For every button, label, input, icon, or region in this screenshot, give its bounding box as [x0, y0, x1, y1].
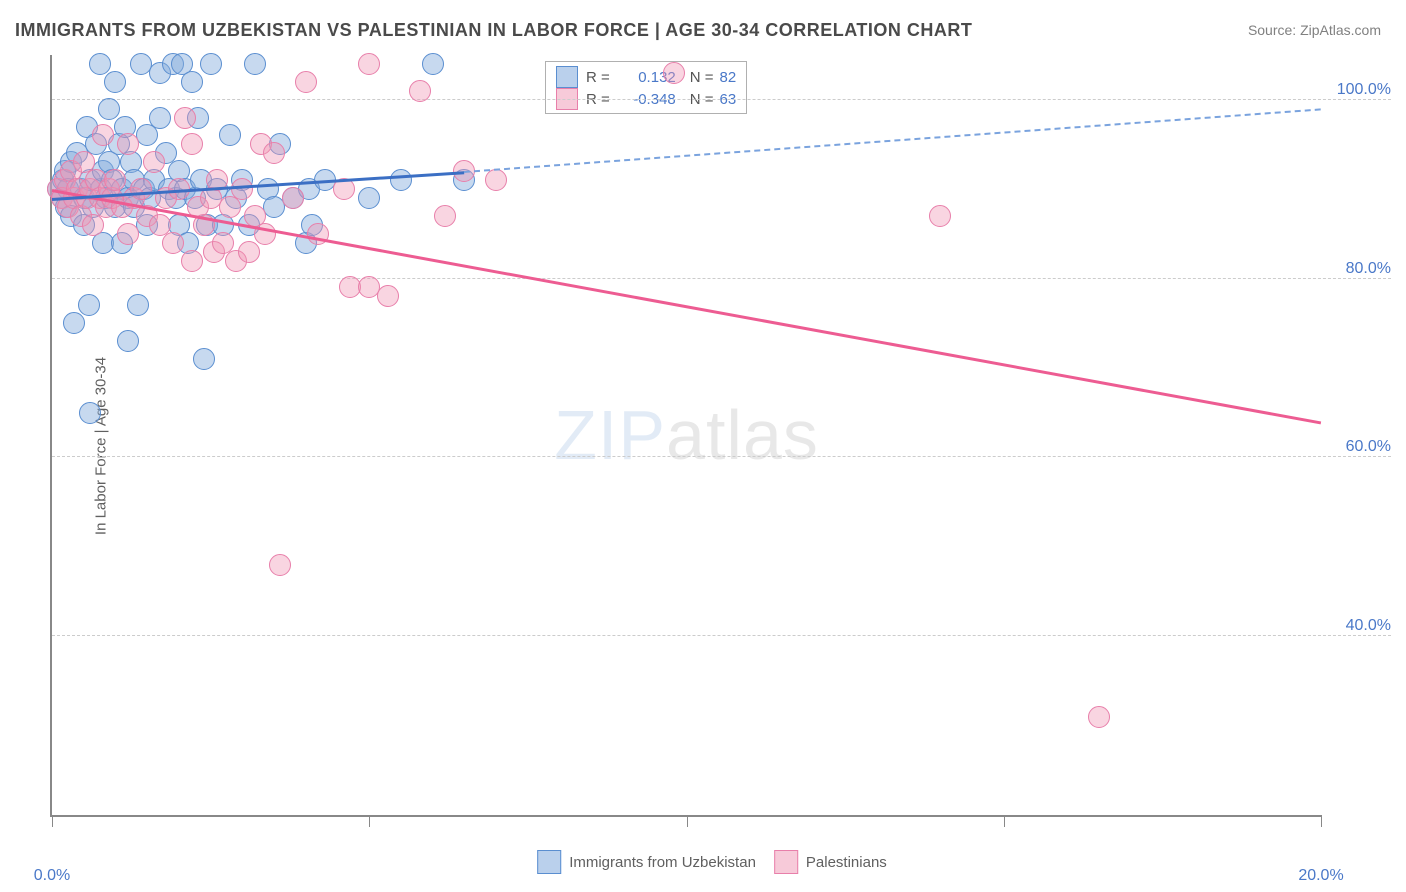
scatter-point-blue: [78, 294, 100, 316]
scatter-point-pink: [238, 241, 260, 263]
scatter-point-pink: [181, 250, 203, 272]
scatter-point-pink: [358, 53, 380, 75]
scatter-point-pink: [181, 133, 203, 155]
x-tick: [1321, 815, 1322, 827]
scatter-point-pink: [162, 232, 184, 254]
legend-n-label: N =: [690, 69, 714, 86]
y-tick-label: 80.0%: [1346, 260, 1391, 278]
scatter-point-pink: [377, 285, 399, 307]
scatter-point-blue: [89, 53, 111, 75]
scatter-point-blue: [98, 98, 120, 120]
chart-plot-area: ZIPatlas R = 0.132N = 82R = -0.348N = 63…: [50, 55, 1321, 817]
scatter-point-pink: [929, 205, 951, 227]
x-tick: [369, 815, 370, 827]
scatter-point-blue: [219, 124, 241, 146]
gridline-h: [52, 635, 1391, 636]
scatter-point-pink: [117, 223, 139, 245]
series-legend: Immigrants from Uzbekistan Palestinians: [519, 850, 887, 874]
scatter-point-blue: [104, 71, 126, 93]
scatter-point-pink: [663, 62, 685, 84]
x-tick: [687, 815, 688, 827]
scatter-point-blue: [200, 53, 222, 75]
scatter-point-blue: [127, 294, 149, 316]
x-tick-label: 0.0%: [34, 867, 70, 885]
scatter-point-blue: [79, 402, 101, 424]
trendline-blue-ext: [464, 109, 1321, 174]
legend-swatch-blue: [537, 850, 561, 874]
scatter-point-blue: [422, 53, 444, 75]
x-tick-label: 20.0%: [1298, 867, 1343, 885]
scatter-point-pink: [434, 205, 456, 227]
scatter-point-pink: [269, 554, 291, 576]
scatter-point-pink: [263, 142, 285, 164]
y-tick-label: 100.0%: [1337, 81, 1391, 99]
chart-title: IMMIGRANTS FROM UZBEKISTAN VS PALESTINIA…: [15, 20, 972, 41]
trendline-pink: [52, 189, 1322, 424]
scatter-point-blue: [117, 330, 139, 352]
legend-swatch-pink: [774, 850, 798, 874]
legend-n-value: 82: [720, 69, 737, 86]
source-label: Source: ZipAtlas.com: [1248, 22, 1381, 38]
gridline-h: [52, 278, 1391, 279]
scatter-point-blue: [63, 312, 85, 334]
correlation-legend: R = 0.132N = 82R = -0.348N = 63: [545, 61, 747, 114]
y-tick-label: 40.0%: [1346, 617, 1391, 635]
legend-row-blue: R = 0.132N = 82: [556, 66, 736, 88]
scatter-point-pink: [117, 133, 139, 155]
scatter-point-pink: [485, 169, 507, 191]
scatter-point-pink: [295, 71, 317, 93]
gridline-h: [52, 99, 1391, 100]
x-tick: [52, 815, 53, 827]
scatter-point-blue: [390, 169, 412, 191]
scatter-point-pink: [282, 187, 304, 209]
scatter-point-blue: [244, 53, 266, 75]
y-tick-label: 60.0%: [1346, 438, 1391, 456]
legend-r-label: R =: [586, 69, 610, 86]
legend-label-blue: Immigrants from Uzbekistan: [569, 854, 756, 871]
scatter-point-pink: [1088, 706, 1110, 728]
scatter-point-pink: [409, 80, 431, 102]
scatter-point-blue: [181, 71, 203, 93]
scatter-point-pink: [231, 178, 253, 200]
scatter-point-blue: [358, 187, 380, 209]
scatter-point-pink: [104, 169, 126, 191]
scatter-point-blue: [149, 107, 171, 129]
legend-label-pink: Palestinians: [806, 854, 887, 871]
scatter-point-pink: [174, 107, 196, 129]
scatter-point-blue: [193, 348, 215, 370]
watermark: ZIPatlas: [554, 395, 819, 475]
scatter-point-pink: [143, 151, 165, 173]
scatter-point-pink: [130, 178, 152, 200]
scatter-point-pink: [92, 124, 114, 146]
gridline-h: [52, 456, 1391, 457]
legend-swatch: [556, 66, 578, 88]
x-tick: [1004, 815, 1005, 827]
